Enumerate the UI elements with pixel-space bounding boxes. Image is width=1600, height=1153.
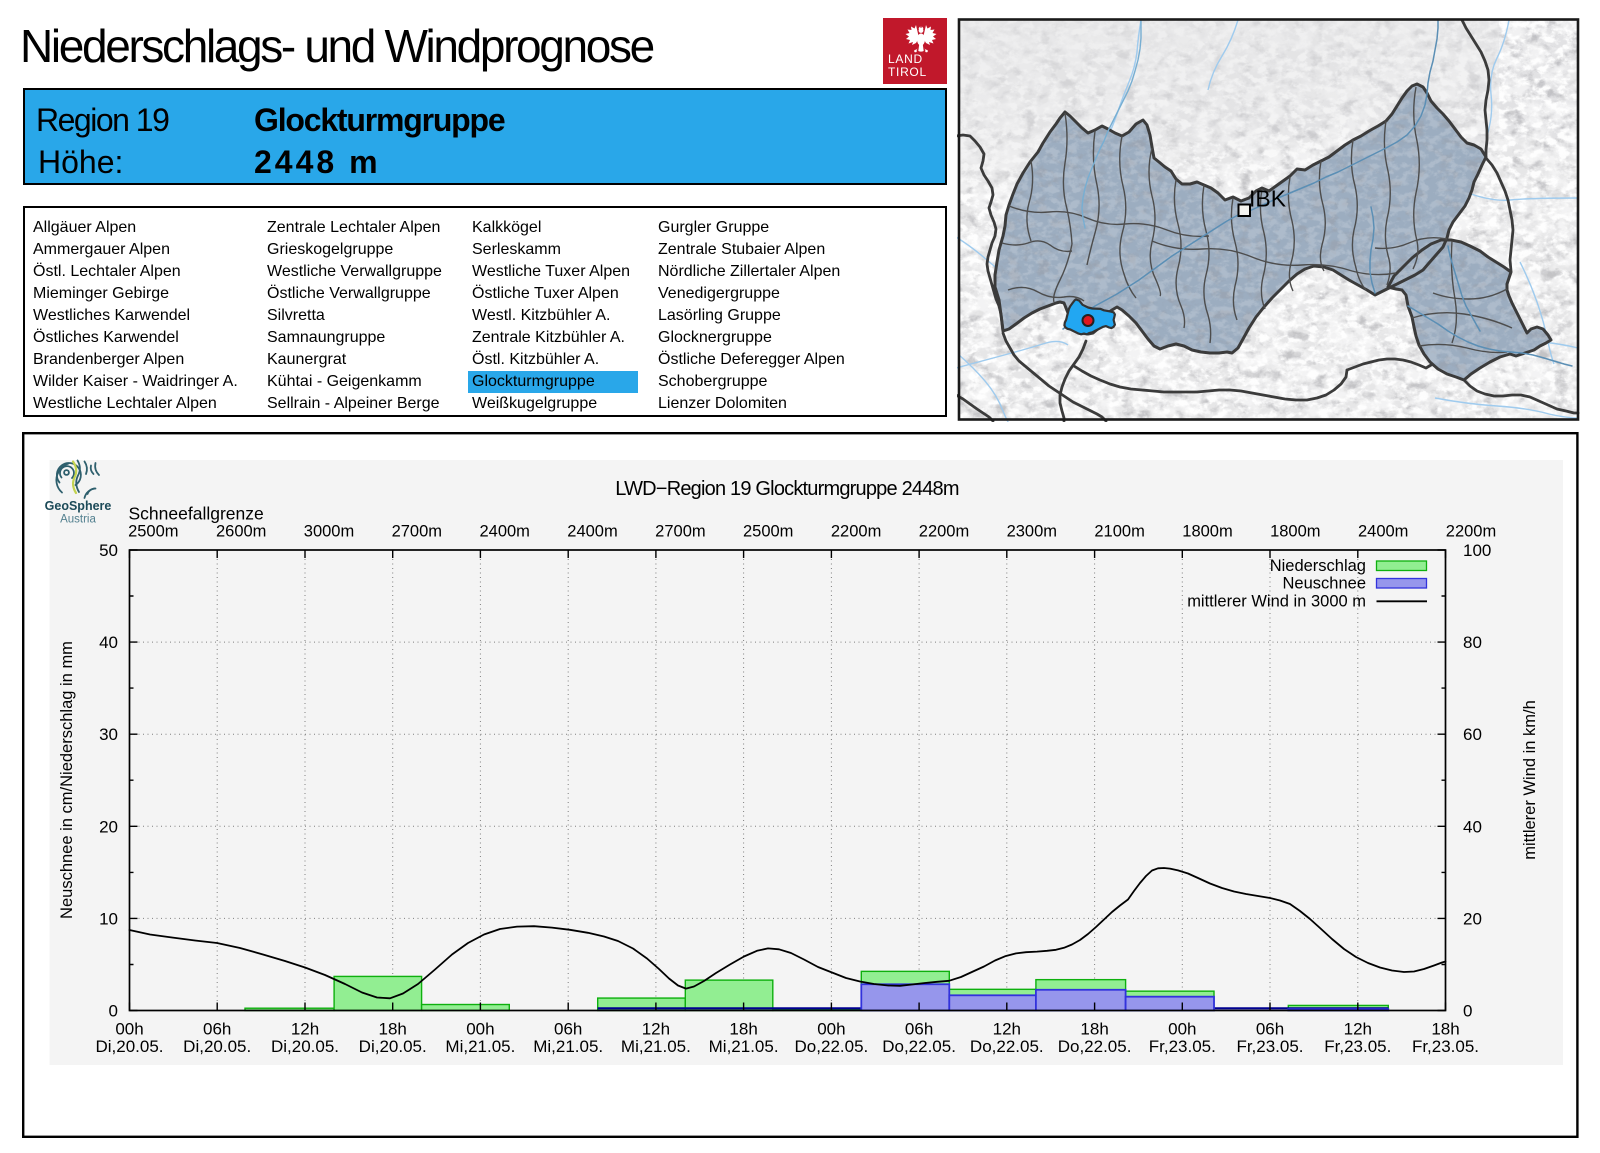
svg-text:10: 10	[99, 909, 118, 928]
svg-text:100: 100	[1463, 541, 1491, 560]
svg-text:40: 40	[99, 633, 118, 652]
svg-text:Do,22.05.: Do,22.05.	[882, 1037, 956, 1056]
svg-text:12h: 12h	[1344, 1020, 1372, 1039]
svg-text:Fr,23.05.: Fr,23.05.	[1149, 1037, 1216, 1056]
svg-text:00h: 00h	[817, 1020, 845, 1039]
svg-text:Mi,21.05.: Mi,21.05.	[621, 1037, 691, 1056]
svg-text:06h: 06h	[1256, 1020, 1284, 1039]
svg-text:Fr,23.05.: Fr,23.05.	[1236, 1037, 1303, 1056]
svg-text:Do,22.05.: Do,22.05.	[1058, 1037, 1132, 1056]
svg-text:2700m: 2700m	[392, 523, 442, 541]
svg-text:00h: 00h	[115, 1020, 143, 1039]
svg-text:20: 20	[1463, 909, 1482, 928]
svg-text:06h: 06h	[203, 1020, 231, 1039]
svg-text:Do,22.05.: Do,22.05.	[970, 1037, 1044, 1056]
svg-text:Do,22.05.: Do,22.05.	[795, 1037, 869, 1056]
svg-text:80: 80	[1463, 633, 1482, 652]
svg-text:2200m: 2200m	[919, 523, 969, 541]
svg-text:2700m: 2700m	[655, 523, 705, 541]
svg-text:Neuschnee: Neuschnee	[1283, 575, 1366, 593]
svg-text:12h: 12h	[993, 1020, 1021, 1039]
svg-text:60: 60	[1463, 725, 1482, 744]
svg-text:GeoSphere: GeoSphere	[45, 499, 112, 513]
svg-text:12h: 12h	[291, 1020, 319, 1039]
svg-text:0: 0	[1463, 1002, 1472, 1021]
svg-text:06h: 06h	[554, 1020, 582, 1039]
svg-text:2600m: 2600m	[216, 523, 266, 541]
svg-text:2200m: 2200m	[1446, 523, 1496, 541]
svg-text:2500m: 2500m	[743, 523, 793, 541]
svg-text:Di,20.05.: Di,20.05.	[359, 1037, 427, 1056]
svg-text:50: 50	[99, 541, 118, 560]
svg-text:30: 30	[99, 725, 118, 744]
svg-text:40: 40	[1463, 817, 1482, 836]
svg-text:1800m: 1800m	[1182, 523, 1232, 541]
svg-text:3000m: 3000m	[304, 523, 354, 541]
svg-text:18h: 18h	[1431, 1020, 1459, 1039]
svg-text:2200m: 2200m	[831, 523, 881, 541]
svg-text:mittlerer Wind in 3000 m: mittlerer Wind in 3000 m	[1187, 592, 1366, 610]
svg-text:06h: 06h	[905, 1020, 933, 1039]
svg-text:2500m: 2500m	[128, 523, 178, 541]
svg-text:2100m: 2100m	[1094, 523, 1144, 541]
svg-text:Schneefallgrenze: Schneefallgrenze	[129, 504, 264, 524]
svg-text:0: 0	[109, 1002, 118, 1021]
svg-text:Di,20.05.: Di,20.05.	[183, 1037, 251, 1056]
svg-text:Fr,23.05.: Fr,23.05.	[1324, 1037, 1391, 1056]
svg-text:12h: 12h	[642, 1020, 670, 1039]
svg-text:Austria: Austria	[60, 514, 96, 526]
svg-text:Mi,21.05.: Mi,21.05.	[445, 1037, 515, 1056]
svg-text:2400m: 2400m	[1358, 523, 1408, 541]
svg-text:00h: 00h	[1168, 1020, 1196, 1039]
svg-text:1800m: 1800m	[1270, 523, 1320, 541]
svg-text:Di,20.05.: Di,20.05.	[95, 1037, 163, 1056]
svg-text:Neuschnee in cm/Niederschlag i: Neuschnee in cm/Niederschlag in mm	[58, 641, 76, 919]
svg-text:Di,20.05.: Di,20.05.	[271, 1037, 339, 1056]
svg-text:Mi,21.05.: Mi,21.05.	[709, 1037, 779, 1056]
svg-text:Mi,21.05.: Mi,21.05.	[533, 1037, 603, 1056]
svg-text:Niederschlag: Niederschlag	[1270, 557, 1366, 575]
svg-text:18h: 18h	[729, 1020, 757, 1039]
svg-text:Fr,23.05.: Fr,23.05.	[1412, 1037, 1479, 1056]
svg-text:IBK: IBK	[1249, 186, 1287, 212]
svg-text:00h: 00h	[466, 1020, 494, 1039]
svg-text:2400m: 2400m	[567, 523, 617, 541]
svg-text:2300m: 2300m	[1007, 523, 1057, 541]
svg-text:LWD−Region 19 Glockturmgruppe: LWD−Region 19 Glockturmgruppe 2448m	[615, 478, 959, 500]
svg-text:18h: 18h	[379, 1020, 407, 1039]
svg-text:20: 20	[99, 817, 118, 836]
svg-text:mittlerer Wind in km/h: mittlerer Wind in km/h	[1521, 700, 1539, 860]
svg-text:18h: 18h	[1080, 1020, 1108, 1039]
svg-text:2400m: 2400m	[479, 523, 529, 541]
